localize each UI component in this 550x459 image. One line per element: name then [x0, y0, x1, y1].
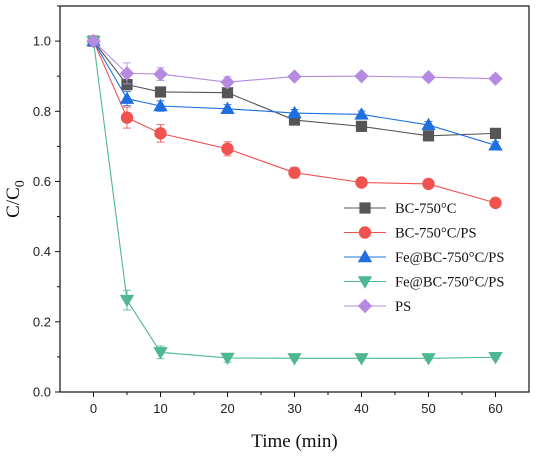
data-point [422, 177, 435, 191]
legend-item: BC-750°C [344, 201, 456, 217]
data-point [154, 127, 167, 140]
series-line [92, 41, 496, 359]
data-point [119, 66, 135, 81]
data-point [488, 352, 503, 365]
data-point [355, 176, 368, 189]
data-point [220, 101, 235, 115]
data-point [489, 127, 502, 139]
legend-label: BC-750°C/PS [395, 226, 477, 242]
x-tick-label: 0 [90, 401, 97, 416]
data-point [287, 105, 302, 119]
data-point [288, 114, 301, 126]
data-point [86, 33, 101, 49]
x-tick-label: 30 [287, 401, 301, 416]
y-tick-label: 1.0 [33, 34, 51, 49]
legend-marker [357, 298, 373, 314]
data-point [221, 87, 234, 99]
data-point [489, 196, 502, 210]
data-point [154, 86, 167, 98]
legend-marker [359, 202, 371, 214]
y-axis-title-main: C/C [3, 187, 24, 218]
y-tick-label: 0.2 [33, 314, 51, 329]
data-point [422, 130, 435, 142]
data-point [354, 68, 369, 84]
data-point [153, 98, 168, 112]
y-tick-label: 0.8 [33, 104, 51, 119]
data-point [287, 353, 302, 366]
data-point [421, 353, 436, 366]
series-5 [86, 33, 503, 90]
data-point [488, 138, 503, 151]
x-tick-label: 40 [354, 401, 368, 416]
data-point [153, 347, 168, 360]
data-point [288, 166, 301, 179]
x-axis-title: Time (min) [251, 431, 337, 452]
legend-item: BC-750°C/PS [344, 226, 477, 242]
legend-label: BC-750°C [395, 201, 456, 217]
data-point [121, 79, 133, 91]
data-point [220, 74, 235, 90]
data-point [220, 352, 235, 366]
legend-marker [358, 226, 372, 239]
legend-item: Fe@BC-750°C/PS [344, 249, 504, 266]
legend-label: PS [395, 299, 411, 315]
series-1 [87, 35, 502, 142]
legend-item: Fe@BC-750°C/PS [344, 275, 504, 291]
legend-label: Fe@BC-750°C/PS [395, 275, 504, 291]
data-point [354, 107, 369, 120]
data-point [355, 120, 368, 132]
x-tick-label: 20 [220, 401, 234, 416]
x-tick-label: 50 [421, 401, 435, 416]
y-tick-label: 0.0 [33, 385, 51, 400]
data-point [153, 66, 168, 82]
y-axis-title: C/C0 [3, 180, 28, 218]
legend-marker [357, 249, 373, 263]
data-point [421, 70, 436, 85]
data-point [488, 71, 503, 86]
y-axis-title-subscript: 0 [13, 180, 28, 187]
x-tick-label: 10 [153, 401, 167, 416]
data-point [119, 91, 135, 104]
x-tick-label: 60 [488, 401, 502, 416]
legend-marker [357, 276, 373, 289]
y-tick-label: 0.6 [33, 174, 51, 189]
data-point [287, 69, 302, 84]
data-point [421, 117, 436, 131]
series-3 [86, 33, 503, 151]
data-point [221, 142, 234, 156]
data-point [119, 294, 135, 308]
series-line [93, 40, 496, 146]
legend-label: Fe@BC-750°C/PS [395, 250, 504, 266]
y-tick-label: 0.4 [33, 244, 51, 259]
legend: BC-750°C BC-750°C/PS Fe@BC-750°C/PS Fe@BC-7… [344, 201, 504, 315]
data-point [120, 111, 134, 124]
legend-item: PS [344, 298, 411, 315]
data-point [354, 353, 369, 366]
